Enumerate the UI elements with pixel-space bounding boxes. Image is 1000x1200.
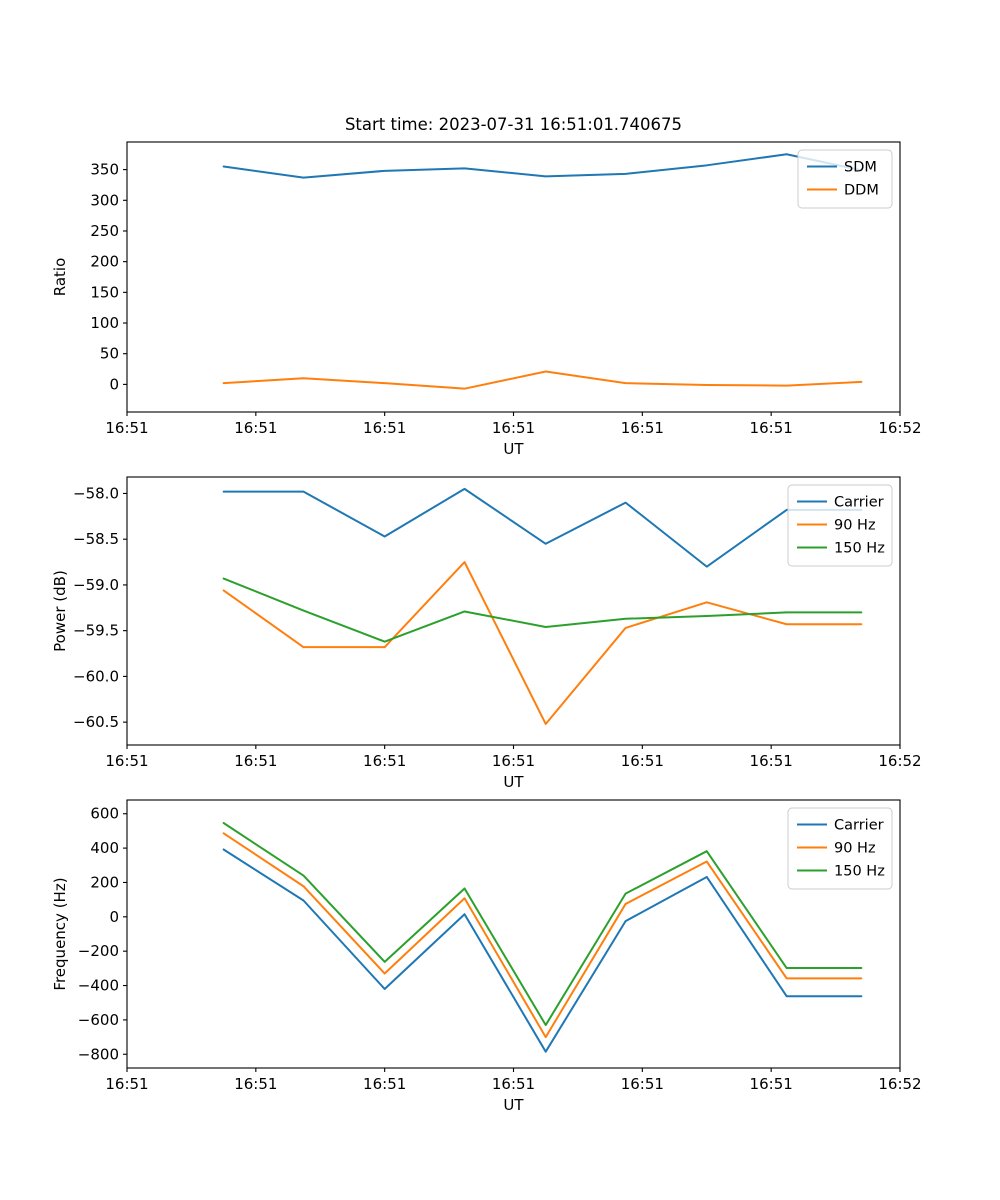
subplot-3: 16:51 16:51 16:51 16:51 16:51 16:51 16:52 UT −80… [51,799,922,1114]
legend-2: Carrier 90 Hz 150 Hz [787,484,893,567]
y-tick-label: 100 [90,314,119,332]
y-tick-label: −59.0 [73,576,119,594]
x-tick-label: 16:51 [234,419,277,437]
series-line-90-hz [222,561,863,725]
subplot-1: 16:51 16:51 16:51 16:51 16:51 16:51 16:52 UT 0 50… [51,141,922,458]
legend-label-carrier: Carrier [834,818,884,834]
y-tick-label: 0 [109,908,119,926]
y-tick-label: −800 [78,1045,119,1063]
x-tick-label: 16:51 [363,752,406,770]
legend-label-carrier: Carrier [834,495,884,511]
x-tick-label: 16:51 [105,752,148,770]
y-tick-label: 400 [90,839,119,857]
legend-box [787,484,893,567]
x-tick-label: 16:51 [234,752,277,770]
x-tick-label: 16:51 [750,752,793,770]
y-tick-label: 300 [90,191,119,209]
legend-label-90-hz: 90 Hz [834,841,876,857]
series-line-sdm [222,153,863,179]
x-tick-label: 16:51 [363,1075,406,1093]
y-tick-label: 200 [90,873,119,891]
x-tick-label: 16:51 [621,752,664,770]
series-line-carrier [222,848,863,1053]
axes-frame [126,141,901,413]
x-tick-label: 16:51 [492,752,535,770]
legend-label-90-hz: 90 Hz [834,518,876,534]
y-tick-label: −200 [78,942,119,960]
series-line-90-hz [222,832,863,1039]
y-tick-label: 250 [90,222,119,240]
x-axis-label: UT [503,440,524,458]
y-tick-label: 0 [109,375,119,393]
x-tick-label: 16:51 [105,419,148,437]
series-line-ddm [222,370,863,390]
axes-frame [126,476,901,746]
legend-label-150-hz: 150 Hz [834,864,885,880]
series-line-150-hz [222,822,863,1027]
x-tick-label: 16:51 [621,1075,664,1093]
x-tick-label: 16:52 [878,419,921,437]
y-axis-label: Ratio [51,258,69,297]
x-tick-label: 16:51 [105,1075,148,1093]
series-line-150-hz [222,577,863,643]
x-tick-label: 16:51 [621,419,664,437]
y-tick-label: −58.0 [73,484,119,502]
legend-1: SDM DDM [797,149,893,209]
axes-frame [126,799,901,1069]
y-tick-label: −600 [78,1011,119,1029]
y-tick-label: −60.0 [73,667,119,685]
legend-box [787,807,893,890]
y-axis-label: Power (dB) [51,570,69,652]
x-axis-label: UT [503,1096,524,1114]
x-axis-label: UT [503,773,524,791]
series-line-carrier [222,487,863,568]
x-tick-label: 16:51 [492,1075,535,1093]
y-tick-label: 600 [90,805,119,823]
x-tick-label: 16:51 [363,419,406,437]
legend-3: Carrier 90 Hz 150 Hz [787,807,893,890]
y-axis-label: Frequency (Hz) [51,877,69,990]
y-tick-label: −59.5 [73,622,119,640]
y-tick-label: 350 [90,161,119,179]
subplot-2: 16:51 16:51 16:51 16:51 16:51 16:51 16:52 UT −58… [51,476,922,791]
legend-label-150-hz: 150 Hz [834,541,885,557]
legend-box [797,149,893,209]
x-tick-label: 16:52 [878,752,921,770]
legend-label-sdm: SDM [844,160,877,176]
legend-label-ddm: DDM [844,183,879,199]
y-tick-label: 50 [100,345,119,363]
y-tick-label: −60.5 [73,713,119,731]
x-tick-label: 16:51 [234,1075,277,1093]
x-tick-label: 16:51 [492,419,535,437]
x-tick-label: 16:51 [750,1075,793,1093]
y-tick-label: 200 [90,253,119,271]
y-tick-label: −58.5 [73,530,119,548]
figure-title: Start time: 2023-07-31 16:51:01.740675 [345,115,682,134]
y-tick-label: 150 [90,283,119,301]
x-tick-label: 16:52 [878,1075,921,1093]
y-tick-label: −400 [78,977,119,995]
x-tick-label: 16:51 [750,419,793,437]
